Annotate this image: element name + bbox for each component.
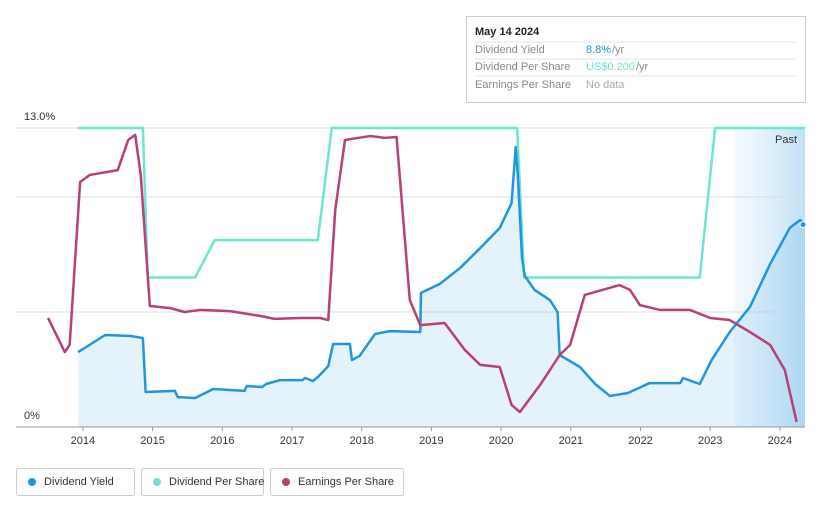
line [78,126,805,279]
end-dot [799,221,807,229]
line [46,133,798,423]
tooltip-unit: /yr [612,44,625,56]
legend-item[interactable]: Dividend Per Share [141,468,265,496]
line [77,145,806,400]
x-tick-label: 2018 [349,435,373,447]
legend-item[interactable]: Dividend Yield [16,468,135,496]
tooltip: May 14 2024 Dividend Yield 8.8% /yr Divi… [466,16,806,103]
x-tick-label: 2014 [71,435,95,447]
x-tick-label: 2021 [559,435,583,447]
tooltip-value: US$0.200 [586,61,635,73]
x-tick-label: 2024 [768,435,792,447]
tooltip-date: May 14 2024 [475,26,540,38]
legend-box [141,468,264,496]
x-tick-label: 2017 [280,435,304,447]
tooltip-label: Dividend Yield [475,44,545,56]
legend-box [16,468,135,496]
legend-label: Dividend Per Share [169,476,264,488]
tooltip-value: 8.8% [586,44,611,56]
legend-box [270,468,404,496]
past-label: Past [775,134,797,146]
x-tick-label: 2015 [140,435,164,447]
legend-item[interactable]: Earnings Per Share [270,468,404,496]
area [78,147,805,427]
x-tick-label: 2022 [628,435,652,447]
y-tick-label: 0% [24,410,40,422]
y-tick-label: 13.0% [24,111,55,123]
x-tick-label: 2019 [419,435,443,447]
tooltip-label: Earnings Per Share [475,79,571,91]
tooltip-value: No data [586,79,625,91]
legend-label: Dividend Yield [44,476,114,488]
x-tick-label: 2016 [210,435,234,447]
tooltip-label: Dividend Per Share [475,61,570,73]
x-tick-label: 2020 [489,435,513,447]
legend-label: Earnings Per Share [298,476,394,488]
legend-dot [282,478,290,486]
legend-dot [153,478,161,486]
tooltip-unit: /yr [636,61,649,73]
x-tick-label: 2023 [698,435,722,447]
legend-dot [28,478,36,486]
past-region [734,128,805,427]
